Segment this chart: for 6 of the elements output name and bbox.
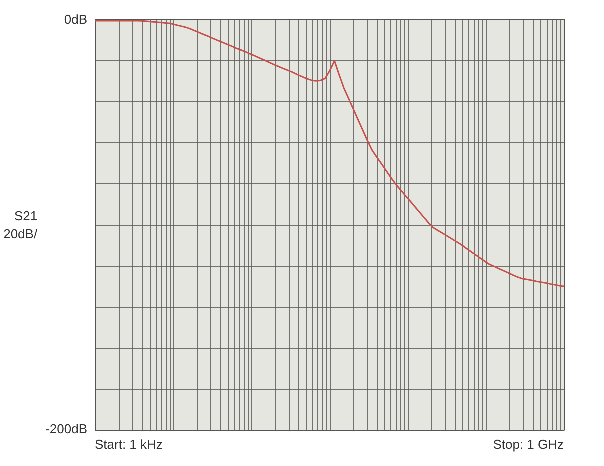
text: Start: 1 kHz: [95, 436, 163, 454]
y-axis-title: S21 20dB/: [4, 208, 38, 242]
y-tick-label: -200dB: [46, 422, 88, 436]
text: Stop: 1 GHz: [493, 436, 564, 454]
line-series: [96, 20, 564, 288]
y-tick-label: 0dB: [64, 12, 88, 27]
